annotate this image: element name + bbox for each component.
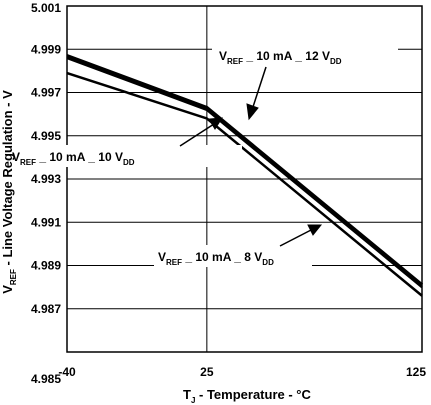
series-line — [66, 54, 424, 287]
arrow-10v-head — [208, 117, 223, 130]
x-tick-label: 25 — [200, 365, 214, 379]
annotation-10v-background — [8, 145, 242, 167]
y-tick-label: 5.001 — [31, 1, 61, 15]
annotation-arrows — [179, 66, 323, 247]
annotation-10v-label: VREF _ 10 mA _ 10 VDD — [12, 150, 135, 167]
plot-frame — [66, 5, 423, 353]
annotation-12v-background — [212, 44, 398, 66]
y-tick-label: 4.995 — [31, 129, 61, 143]
y-tick-label: 4.987 — [31, 302, 61, 316]
tick-labels: 4.985 4.987 4.989 4.991 4.993 4.995 4.997 4.999… — [31, 1, 426, 386]
y-tick-label: 4.991 — [31, 215, 61, 229]
annotation-12v-label: VREF _ 10 mA _ 12 VDD — [219, 49, 342, 66]
arrow-8v-head — [307, 224, 323, 236]
y-tick-label: 4.993 — [31, 172, 61, 186]
annotation-8v-label: VREF _ 10 mA _ 8 VDD — [158, 250, 274, 267]
y-tick-label: 4.997 — [31, 86, 61, 100]
x-axis-title: TJ - Temperature - °C — [183, 387, 311, 405]
series-line — [66, 56, 423, 289]
x-tick-label: 125 — [406, 365, 426, 379]
annotation-8v-background — [154, 245, 312, 267]
arrow-12v-head — [246, 103, 259, 121]
y-tick-label: 4.985 — [31, 372, 61, 386]
y-tick-label: 4.989 — [31, 259, 61, 273]
x-tick-label: -40 — [58, 365, 76, 379]
arrow-10v-shaft — [179, 123, 215, 147]
y-tick-label: 4.999 — [31, 42, 61, 56]
y-axis-title: VREF - Line Voltage Regulation - V — [0, 90, 18, 294]
series-line — [66, 71, 423, 297]
series-layer — [66, 54, 424, 297]
arrow-12v-shaft — [251, 66, 267, 111]
arrow-8v-shaft — [279, 228, 314, 247]
